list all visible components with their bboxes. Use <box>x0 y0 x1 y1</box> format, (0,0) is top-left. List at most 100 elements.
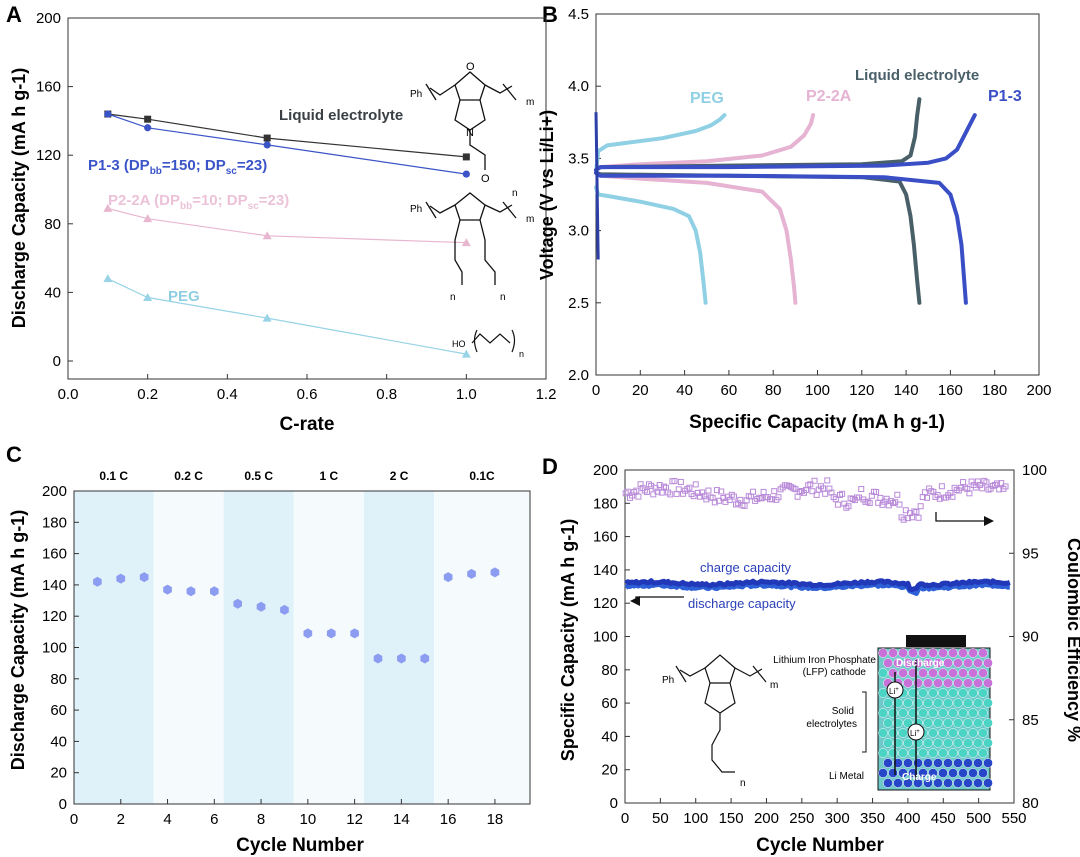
battery-particle-3-10 <box>983 678 993 688</box>
inset-label-electrolytes: electrolytes <box>806 719 857 730</box>
rate-band-0 <box>74 491 154 804</box>
rate-band-label-1: 0.2 C <box>174 469 203 483</box>
panel-a-y-tick-label-0: 0 <box>53 353 61 370</box>
structure-p2-esters <box>454 219 496 285</box>
panel-a-y-tick-label-5: 200 <box>36 10 61 27</box>
panel-a-series-line-2 <box>107 207 467 244</box>
panel-d-ce-point-268 <box>811 477 818 484</box>
battery-particle-5-7 <box>953 698 963 708</box>
panel-d-ce-point-118 <box>705 487 712 494</box>
panel-d-ce-point-427 <box>924 494 931 501</box>
series-label-liquid: Liquid electrolyte <box>279 107 403 124</box>
panel-c-y-tick-label-0: 0 <box>59 796 67 813</box>
panel-d-ce-point-4 <box>624 488 631 495</box>
battery-particle-5-6 <box>943 698 953 708</box>
structure-peg-ho: HO <box>452 339 466 349</box>
battery-particle-3-9 <box>973 678 983 688</box>
battery-particle-5-5 <box>933 698 943 708</box>
panel-c-y-label: Discharge Capacity (mA h g-1) <box>8 510 28 770</box>
battery-particle-10-1 <box>888 748 898 758</box>
series-label-p1-3-name: P1-3 (DP <box>88 157 150 174</box>
panel-d-ce-point-424 <box>921 489 928 496</box>
series-label-p1-3-sub-bb: bb <box>150 166 162 177</box>
battery-particle-8-5 <box>928 728 938 738</box>
structure-p1-bonds <box>429 84 513 170</box>
panel-a-x-tick-label-1: 0.2 <box>137 386 158 403</box>
panel-a-x-ticks: 0.0 0.2 0.4 0.6 0.8 1.0 1.2 <box>58 374 557 403</box>
battery-particle-5-0 <box>883 698 893 708</box>
panel-d-ce-point-538 <box>1002 483 1009 490</box>
discharge-label: Discharge <box>896 658 945 669</box>
li-ion-top-label: Li+ <box>889 687 899 696</box>
panel-d-x-tick-label-5: 250 <box>789 810 814 827</box>
battery-particle-2-6 <box>938 668 948 678</box>
panel-d-y-tick-label-0: 0 <box>610 795 618 812</box>
panel-d-ce-point-49 <box>656 481 663 488</box>
panel-d-ce-point-388 <box>896 501 903 508</box>
structure-p1-n-atom: N <box>466 127 474 139</box>
annotation-charge: charge capacity <box>700 560 792 575</box>
panel-d-x-label: Cycle Number <box>756 835 884 856</box>
panel-a-x-tick-label-6: 1.2 <box>536 386 557 403</box>
battery-particle-13-0 <box>883 778 893 788</box>
battery-particle-7-2 <box>903 718 913 728</box>
panel-d-x-tick-label-3: 150 <box>719 810 744 827</box>
series-label-p2-2a-sub-sc: sc <box>248 201 260 212</box>
panel-c-x-tick-label-1: 2 <box>117 811 125 828</box>
battery-particle-10-8 <box>958 748 968 758</box>
series-label-peg: PEG <box>168 288 200 305</box>
battery-particle-11-3 <box>913 758 923 768</box>
battery-particle-0-9 <box>968 648 978 658</box>
panel-b-x-tick-label-8: 160 <box>938 382 963 399</box>
battery-particle-1-4 <box>923 658 933 668</box>
panel-c-x-tick-label-7: 14 <box>393 811 410 828</box>
structure-p1-m: m <box>526 97 534 108</box>
battery-particle-9-10 <box>983 738 993 748</box>
battery-particle-5-9 <box>973 698 983 708</box>
panel-d-ce-point-445 <box>936 495 943 502</box>
battery-particle-0-3 <box>908 648 918 658</box>
panel-d-x-tick-label-2: 100 <box>683 810 708 827</box>
panel-a-point-2-2 <box>262 231 272 240</box>
rate-band-label-2: 0.5 C <box>244 469 273 483</box>
panel-d-ce-point-244 <box>794 493 801 500</box>
panel-b-x-ticks: 0 20 40 60 80 100 120 140 160 180 200 <box>592 370 1052 399</box>
panel-c-point-17 <box>490 567 500 578</box>
battery-particle-9-2 <box>903 738 913 748</box>
panel-d-y2-tick-label-3: 95 <box>1022 545 1039 562</box>
panel-d-ce-point-217 <box>775 494 782 501</box>
structure-d <box>675 654 767 773</box>
panel-d-y-label: Specific Capacity (mA h g-1) <box>558 519 578 761</box>
rate-band-label-3: 1 C <box>320 469 339 483</box>
structure-d-m: m <box>770 680 778 691</box>
panel-d-y-ticks: 0 20 40 60 80 100 120 140 160 180 200 <box>593 462 630 812</box>
panel-c-point-16 <box>467 568 476 579</box>
panel-d-x-tick-label-1: 50 <box>652 810 669 827</box>
li-ion-bottom-symbol: Li <box>910 729 916 738</box>
panel-a-point-2-0 <box>103 203 113 212</box>
panel-d-ce-point-91 <box>686 484 693 491</box>
panel-b-charge-2 <box>594 97 922 172</box>
battery-particle-4-9 <box>968 688 978 698</box>
battery-particle-1-7 <box>953 658 963 668</box>
battery-particle-12-7 <box>948 768 958 778</box>
battery-particle-1-1 <box>893 658 903 668</box>
battery-particle-6-10 <box>978 708 988 718</box>
battery-particle-2-2 <box>898 668 908 678</box>
panel-b-x-tick-label-2: 40 <box>676 382 693 399</box>
panel-d-ce-point-475 <box>957 484 964 491</box>
battery-particle-6-4 <box>918 708 928 718</box>
structure-p1-ph: Ph <box>410 89 422 100</box>
battery-particle-1-0 <box>883 658 893 668</box>
panel-label-c: C <box>6 442 22 467</box>
panel-a-point-2-3 <box>461 238 471 247</box>
panel-d: 0 50 100 150 200 250 300 350 400 450 500 550 0 20 40 6… <box>558 462 1080 856</box>
structure-d-brackets <box>675 665 767 683</box>
panel-d-y-tick-label-6: 120 <box>593 595 618 612</box>
structure-p2-m: m <box>526 214 534 225</box>
panel-c-y-ticks: 0 20 40 60 80 100 120 140 160 180 200 <box>42 483 79 813</box>
battery-particle-12-10 <box>978 768 988 778</box>
panel-a-y-tick-label-4: 160 <box>36 79 61 96</box>
panel-c-point-9 <box>303 628 313 639</box>
panel-c-point-6 <box>233 598 242 609</box>
